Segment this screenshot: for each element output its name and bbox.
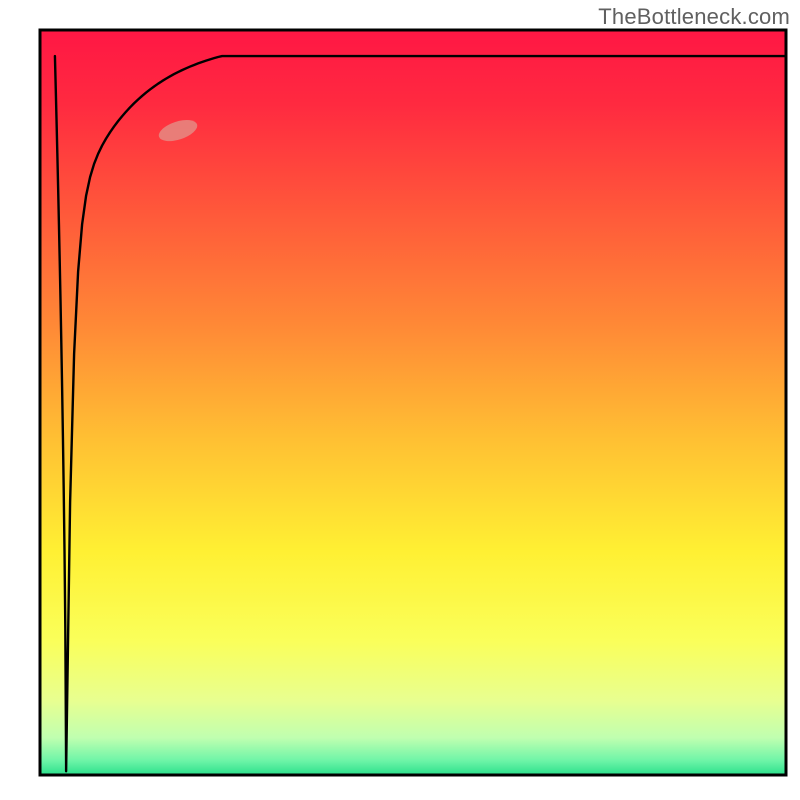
chart-canvas	[0, 0, 800, 800]
watermark-text: TheBottleneck.com	[598, 4, 790, 30]
plot-background-gradient	[40, 30, 786, 775]
